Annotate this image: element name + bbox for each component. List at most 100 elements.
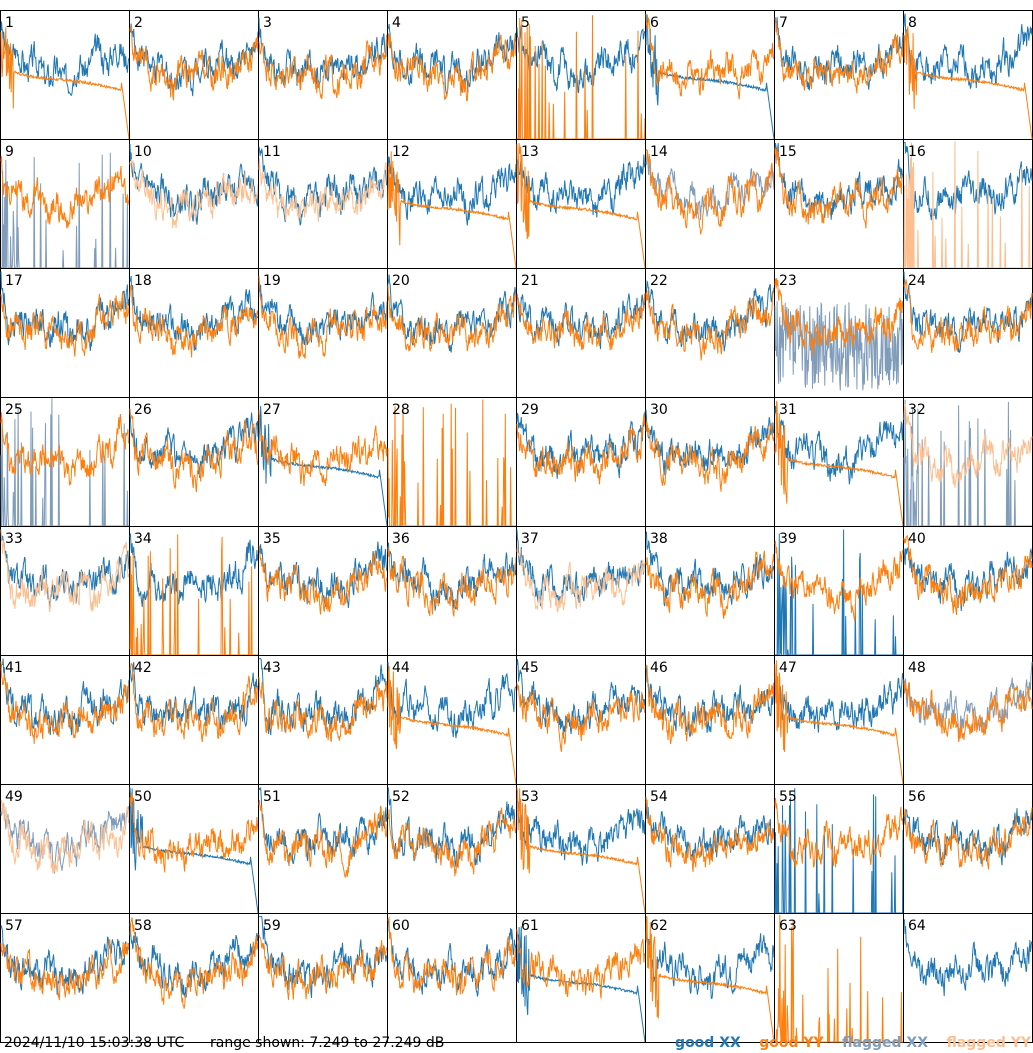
series-yy-line	[258, 545, 388, 615]
series-yy-line	[774, 541, 904, 622]
series-xx-line	[129, 23, 259, 97]
panel-4: 4	[387, 10, 517, 140]
panel-number: 59	[263, 918, 281, 934]
panel-23: 23	[774, 268, 904, 398]
panel-47: 47	[774, 655, 904, 785]
series-yy-line	[645, 915, 775, 1043]
series-yy-line	[0, 529, 130, 613]
panel-42: 42	[129, 655, 259, 785]
panel-27: 27	[258, 397, 388, 527]
panel-number: 27	[263, 402, 281, 418]
panel-12: 12	[387, 139, 517, 269]
series-yy-line	[645, 422, 775, 492]
panel-40: 40	[903, 526, 1033, 656]
series-yy-line	[387, 546, 517, 617]
footer: 2024/11/10 15:03:38 UTC range shown: 7.2…	[0, 1033, 1033, 1053]
panel-59: 59	[258, 913, 388, 1043]
range-text: range shown: 7.249 to 27.249 dB	[210, 1035, 445, 1051]
panel-number: 1	[5, 15, 14, 31]
panel-number: 50	[134, 789, 152, 805]
panel-25: 25	[0, 397, 130, 527]
panel-number: 28	[392, 402, 410, 418]
panel-number: 14	[650, 144, 668, 160]
series-yy-line	[516, 929, 646, 999]
panel-number: 34	[134, 531, 152, 547]
panel-number: 12	[392, 144, 410, 160]
panel-46: 46	[645, 655, 775, 785]
panel-frame	[516, 655, 646, 785]
panel-13: 13	[516, 139, 646, 269]
panel-number: 5	[521, 15, 530, 31]
series-yy-line	[129, 662, 259, 742]
series-xx-line	[387, 662, 517, 739]
panel-17: 17	[0, 268, 130, 398]
panel-number: 35	[263, 531, 281, 547]
panel-20: 20	[387, 268, 517, 398]
panel-number: 54	[650, 789, 668, 805]
panel-number: 26	[134, 402, 152, 418]
panel-39: 39	[774, 526, 904, 656]
series-yy-line	[774, 278, 904, 355]
series-yy-line	[774, 797, 904, 869]
panel-number: 61	[521, 918, 539, 934]
panel-2: 2	[129, 10, 259, 140]
series-yy-line	[645, 149, 775, 235]
panel-14: 14	[645, 139, 775, 269]
series-yy-line	[258, 276, 388, 359]
panel-number: 9	[5, 144, 14, 160]
series-yy-line	[903, 534, 1033, 616]
panel-19: 19	[258, 268, 388, 398]
series-yy-line	[903, 404, 1033, 489]
panel-number: 6	[650, 15, 659, 31]
panel-number: 44	[392, 660, 410, 676]
panel-11: 11	[258, 139, 388, 269]
panel-number: 15	[779, 144, 797, 160]
panel-number: 38	[650, 531, 668, 547]
panel-frame	[258, 784, 388, 914]
series-xx-line	[387, 156, 517, 226]
series-xx-line	[645, 279, 775, 352]
series-xx-line	[645, 933, 775, 999]
panel-number: 58	[134, 918, 152, 934]
panel-number: 42	[134, 660, 152, 676]
panel-3: 3	[258, 10, 388, 140]
panel-29: 29	[516, 397, 646, 527]
panel-number: 18	[134, 273, 152, 289]
series-xx-line	[903, 919, 1033, 997]
series-xx-line	[0, 803, 130, 874]
series-xx-line	[516, 799, 646, 866]
panel-55: 55	[774, 784, 904, 914]
series-yy-line	[0, 799, 130, 874]
series-yy-line	[129, 917, 259, 1009]
panel-number: 24	[908, 273, 926, 289]
panel-63: 63	[774, 913, 904, 1043]
panel-frame	[129, 139, 259, 269]
series-yy-line	[258, 676, 388, 743]
series-yy-line	[516, 787, 646, 914]
panel-number: 63	[779, 918, 797, 934]
panel-number: 4	[392, 15, 401, 31]
panel-49: 49	[0, 784, 130, 914]
series-xx-line	[645, 800, 775, 863]
panel-61: 61	[516, 913, 646, 1043]
series-yy-line	[517, 293, 646, 351]
panel-35: 35	[258, 526, 388, 656]
panel-5: 5	[516, 10, 646, 140]
panel-number: 30	[650, 402, 668, 418]
panel-52: 52	[387, 784, 517, 914]
series-yy-line	[516, 413, 646, 485]
panel-number: 13	[521, 144, 539, 160]
series-xx-line	[516, 926, 646, 1043]
series-yy-line	[129, 159, 259, 229]
series-yy-line	[129, 284, 259, 358]
series-yy-line	[0, 156, 130, 229]
series-yy-line	[0, 661, 130, 744]
series-xx-line	[0, 271, 130, 351]
panel-60: 60	[387, 913, 517, 1043]
series-yy-line	[775, 914, 903, 1043]
panel-34: 34	[129, 526, 259, 656]
panel-number: 31	[779, 402, 797, 418]
panel-43: 43	[258, 655, 388, 785]
panel-56: 56	[903, 784, 1033, 914]
series-yy-line	[258, 799, 388, 879]
